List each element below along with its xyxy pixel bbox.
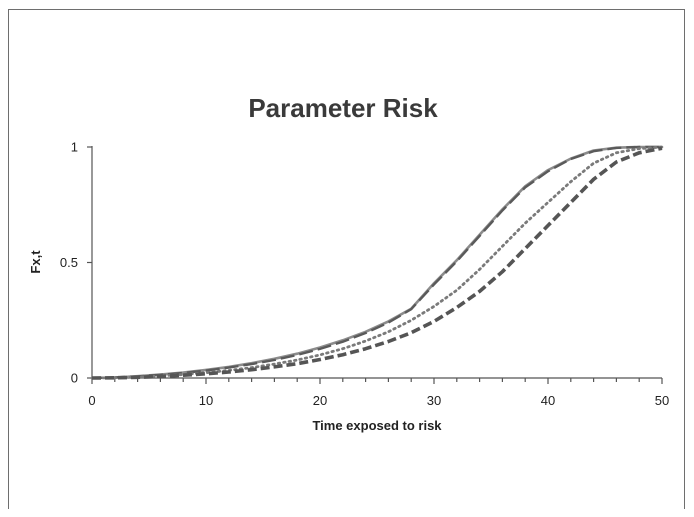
x-tick-label: 0	[88, 393, 95, 408]
series-group	[90, 145, 664, 380]
x-tick-label: 50	[655, 393, 669, 408]
chart-frame	[8, 9, 685, 509]
y-tick-label: 1	[71, 140, 78, 155]
x-axis-title: Time exposed to risk	[312, 418, 442, 433]
y-tick-label: 0.5	[60, 255, 78, 270]
series-line-long-dash	[91, 145, 662, 380]
y-axis-ticks: 00.51	[60, 140, 92, 386]
x-axis-ticks: 0 10 20 30 40 50	[88, 378, 669, 408]
x-tick-label: 40	[541, 393, 555, 408]
chart-title: Parameter Risk	[248, 93, 438, 123]
series-line-dashed	[91, 146, 663, 380]
x-tick-label: 20	[313, 393, 327, 408]
y-axis-title: Fx,t	[28, 250, 43, 274]
x-tick-label: 10	[199, 393, 213, 408]
y-tick-label: 0	[71, 371, 78, 386]
axes	[91, 146, 662, 379]
x-tick-label: 30	[427, 393, 441, 408]
